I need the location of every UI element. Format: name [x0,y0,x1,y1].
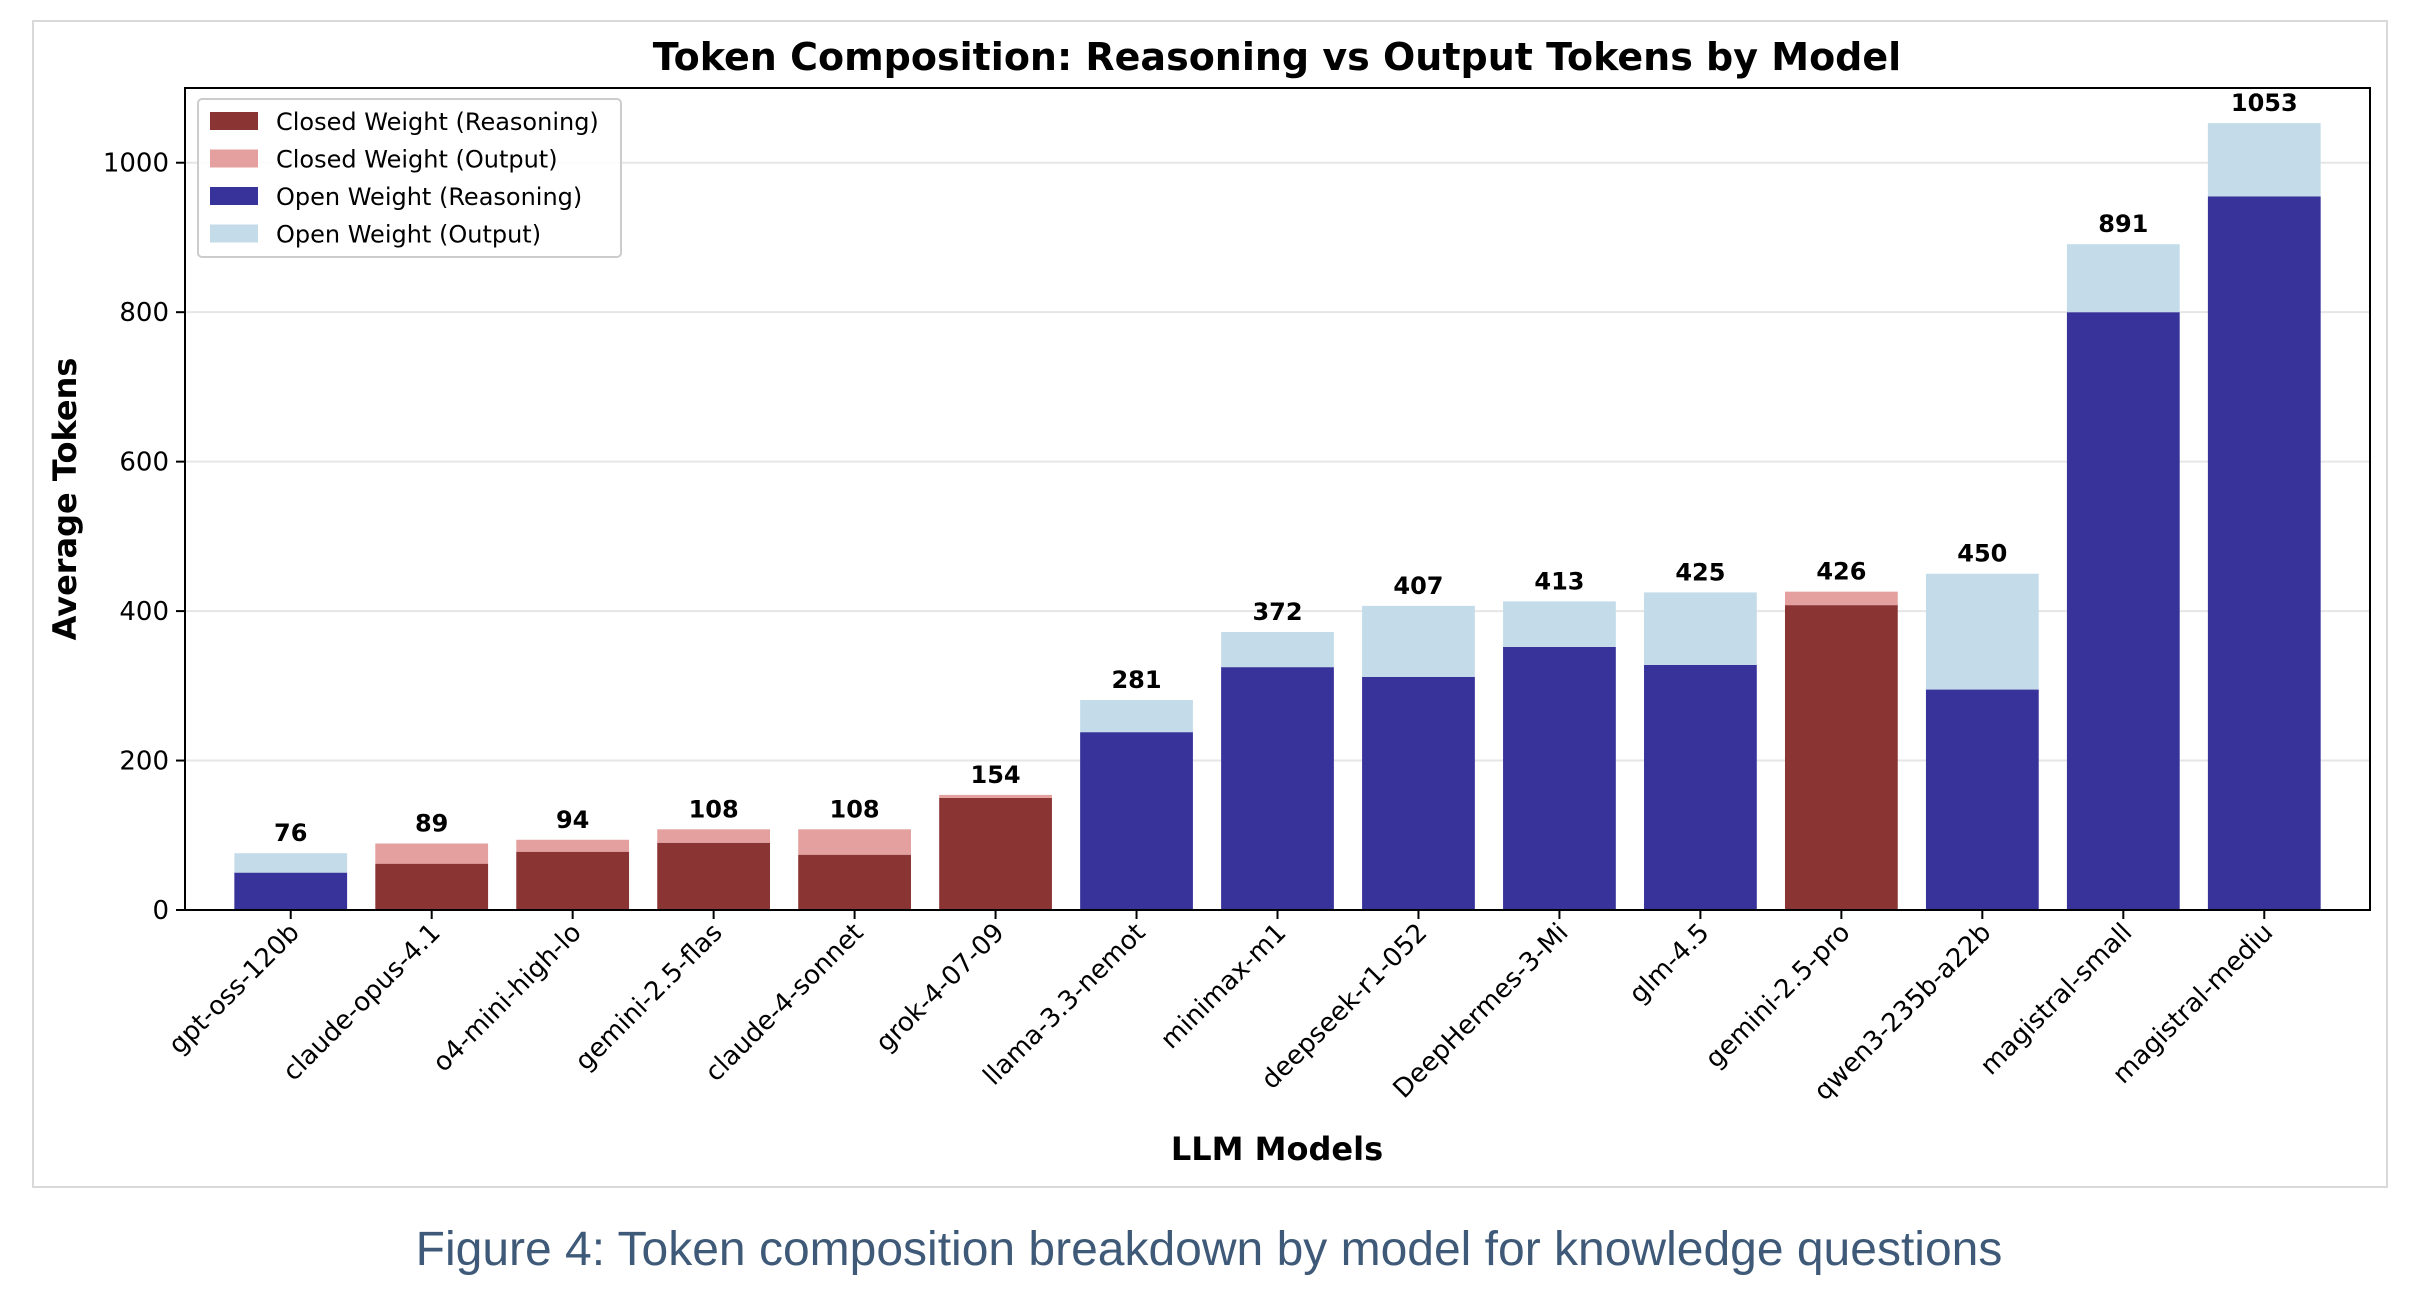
bar-output [516,839,630,852]
bar-output [234,853,348,873]
bar-output [798,829,911,855]
x-tick-label: claude-opus-4.1 [277,918,446,1087]
x-tick-label: gemini-2.5-pro [1700,918,1857,1075]
y-tick-label: 800 [119,298,169,328]
bar-reasoning [657,842,771,910]
y-tick-label: 200 [119,747,169,777]
x-tick-label: magistral-small [1975,918,2138,1081]
legend: Closed Weight (Reasoning) Closed Weight (… [197,98,622,258]
legend-swatch [210,224,258,243]
bar-output [1784,591,1898,606]
bar-total-label: 372 [1252,598,1302,626]
x-tick-label: glm-4.5 [1624,918,1716,1010]
bar-reasoning [2066,312,2180,910]
legend-label: Closed Weight (Reasoning) [276,108,599,136]
bar-reasoning [234,872,348,910]
bar-reasoning [1784,605,1898,910]
bar-reasoning [798,854,911,910]
x-tick-label: gpt-oss-120b [163,918,306,1061]
bar-total-label: 89 [415,809,448,837]
bar-total-label: 425 [1675,558,1725,586]
bar-output [1503,601,1616,647]
bar-total-label: 426 [1816,558,1866,586]
bar-reasoning [375,863,489,910]
legend-swatch [210,149,258,168]
bar-output [1080,700,1193,733]
bar-total-label: 413 [1534,567,1584,595]
legend-swatch [210,187,258,205]
y-axis-label: Average Tokens [46,358,84,641]
bar-reasoning [2207,196,2321,910]
bar-reasoning [1503,646,1616,910]
bar-output [1362,605,1475,677]
bar-output [1925,573,2039,690]
bar-reasoning [1080,732,1193,910]
x-axis-label: LLM Models [1171,1130,1383,1168]
token-composition-chart: 0 200 400 600 800 1000 gpt-oss-120bclaude-opus… [46,35,2371,1168]
legend-box [197,98,622,258]
bar-total-label: 94 [556,806,589,834]
bar-reasoning [1221,667,1334,910]
x-tick-label: claude-4-sonnet [700,918,870,1088]
bar-output [1644,592,1757,665]
y-tick-label: 600 [119,448,169,478]
y-tick-label: 1000 [103,149,169,179]
legend-swatch [210,112,258,130]
bar-reasoning [1925,689,2039,910]
bar-total-label: 450 [1957,540,2007,568]
bar-output [657,829,771,843]
x-tick-label: minimax-m1 [1155,918,1292,1055]
y-tick-label: 400 [119,597,169,627]
figure-caption: Figure 4: Token composition breakdown by… [415,1223,2003,1276]
bar-reasoning [1644,664,1757,910]
bar-output [2066,244,2180,313]
legend-label: Closed Weight (Output) [276,146,558,174]
bar-reasoning [516,851,630,910]
bar-total-label: 891 [2098,210,2148,238]
bar-output [375,843,489,864]
bar-reasoning [939,797,1052,910]
x-tick-label: grok-4-07-09 [870,918,1010,1058]
bar-total-label: 108 [830,795,880,823]
bar-output [1221,632,1334,668]
x-tick-label: o4-mini-high-lo [427,918,587,1078]
legend-label: Open Weight (Reasoning) [276,183,582,211]
bar-total-label: 407 [1393,572,1443,600]
legend-label: Open Weight (Output) [276,221,541,249]
y-tick-label: 0 [152,896,169,926]
bar-reasoning [1362,676,1475,910]
bar-output [2207,123,2321,197]
bar-total-label: 108 [689,795,739,823]
bar-total-label: 76 [274,819,307,847]
bar-output [939,794,1052,798]
bar-total-label: 281 [1111,666,1161,694]
chart-title: Token Composition: Reasoning vs Output T… [653,35,1901,79]
bar-total-label: 1053 [2231,89,2298,117]
x-tick-label: gemini-2.5-flas [570,918,729,1077]
bars [234,123,2321,910]
total-labels: 76 89 94 108 108 154 281 372 407 413 425 426 450 891 1… [274,89,2298,847]
bar-total-label: 154 [971,761,1021,789]
